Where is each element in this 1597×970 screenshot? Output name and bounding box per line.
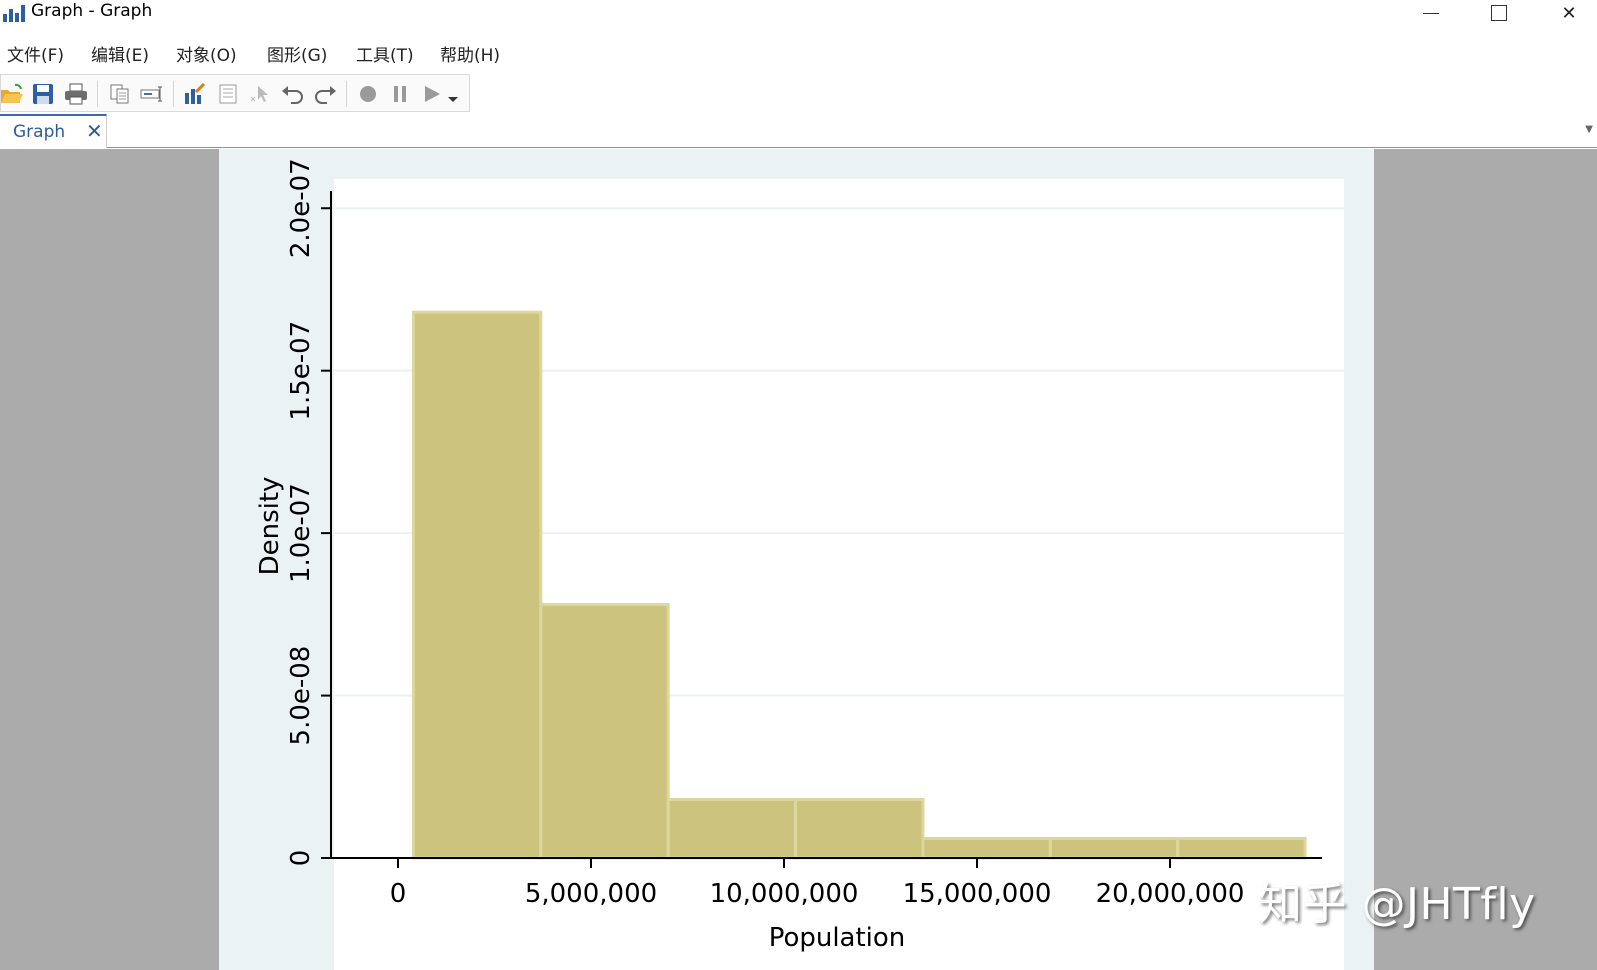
record-icon	[360, 86, 376, 102]
play-icon	[425, 86, 440, 102]
x-tick-label: 15,000,000	[903, 879, 1052, 909]
menu-bar: 文件(F) 编辑(E) 对象(O) 图形(G) 工具(T) 帮助(H)	[0, 38, 1597, 68]
tab-strip: Graph ✕ ▼	[0, 114, 1597, 148]
menu-file[interactable]: 文件(F)	[7, 46, 65, 66]
menu-help[interactable]: 帮助(H)	[440, 46, 501, 66]
minimize-button[interactable]	[1408, 0, 1454, 26]
y-tick-label: 2.0e-07	[286, 158, 316, 258]
undo-icon	[282, 86, 303, 104]
save-icon	[33, 84, 53, 104]
properties-icon	[219, 84, 237, 104]
histogram-bar	[666, 798, 798, 860]
title-bar: Graph - Graph ✕	[0, 0, 1597, 26]
save-button[interactable]	[30, 81, 56, 107]
pause-icon	[394, 86, 406, 102]
x-tick-label: 0	[390, 879, 407, 909]
redo-button[interactable]	[312, 81, 338, 107]
histogram-bar	[539, 603, 670, 860]
histogram-chart: 0 5.0e-08 1.0e-07 1.5e-07 2.0e-07 0 5,000,000 1…	[255, 158, 1344, 970]
toolbar	[0, 74, 470, 112]
stata-graph-icon	[3, 4, 25, 22]
open-icon	[1, 83, 23, 103]
record-button[interactable]	[355, 81, 381, 107]
menu-object[interactable]: 对象(O)	[176, 46, 237, 66]
y-tick-label: 1.0e-07	[286, 483, 316, 583]
close-button[interactable]: ✕	[1546, 0, 1592, 26]
rename-icon	[140, 86, 162, 102]
copy-icon	[110, 84, 129, 104]
redo-icon	[315, 86, 336, 104]
print-button[interactable]	[63, 81, 89, 107]
print-icon	[65, 83, 87, 105]
x-tick-label: 10,000,000	[710, 879, 859, 909]
menu-graph[interactable]: 图形(G)	[267, 46, 328, 66]
copy-button[interactable]	[107, 81, 133, 107]
graph-editor-icon	[185, 83, 206, 104]
axes: 0 5.0e-08 1.0e-07 1.5e-07 2.0e-07 0 5,000,000 1…	[286, 158, 1322, 909]
graph-paper: 0 5.0e-08 1.0e-07 1.5e-07 2.0e-07 0 5,000,000 1…	[219, 149, 1374, 970]
bars	[411, 310, 1307, 860]
watermark-text: 知乎 @JHTfly	[1258, 879, 1536, 930]
pointer-icon	[250, 86, 268, 102]
close-icon: ✕	[1561, 2, 1577, 24]
menu-edit[interactable]: 编辑(E)	[91, 46, 150, 66]
tab-label: Graph	[13, 122, 66, 142]
graph-editor-button[interactable]	[182, 81, 208, 107]
histogram-bar	[411, 310, 543, 860]
histogram-bar	[1048, 837, 1180, 860]
histogram-bar	[794, 798, 925, 860]
pointer-button[interactable]	[247, 81, 273, 107]
pause-button[interactable]	[387, 81, 413, 107]
tab-list-dropdown-icon[interactable]: ▼	[1585, 124, 1593, 135]
y-axis-title: Density	[255, 477, 285, 576]
y-tick-label: 1.5e-07	[286, 321, 316, 421]
menu-tools[interactable]: 工具(T)	[356, 46, 414, 66]
graph-window: 0 5.0e-08 1.0e-07 1.5e-07 2.0e-07 0 5,000,000 1…	[0, 149, 1597, 970]
open-button[interactable]	[0, 81, 25, 107]
tab-graph[interactable]: Graph ✕	[0, 114, 107, 148]
histogram-bar	[921, 837, 1052, 860]
undo-button[interactable]	[280, 81, 306, 107]
tab-close-icon[interactable]: ✕	[86, 119, 103, 143]
histogram-bar	[1176, 837, 1307, 860]
dropdown-icon	[448, 97, 458, 102]
x-tick-label: 5,000,000	[525, 879, 657, 909]
y-tick-label: 5.0e-08	[286, 646, 316, 746]
minimize-icon	[1423, 12, 1439, 14]
maximize-button[interactable]	[1476, 0, 1522, 26]
play-dropdown-button[interactable]	[445, 81, 461, 107]
play-button[interactable]	[419, 81, 445, 107]
rename-button[interactable]	[139, 81, 165, 107]
x-axis-title: Population	[769, 923, 906, 953]
properties-button[interactable]	[215, 81, 241, 107]
maximize-icon	[1491, 5, 1507, 21]
x-tick-label: 20,000,000	[1096, 879, 1245, 909]
window-title: Graph - Graph	[31, 1, 153, 21]
y-tick-label: 0	[286, 850, 316, 867]
